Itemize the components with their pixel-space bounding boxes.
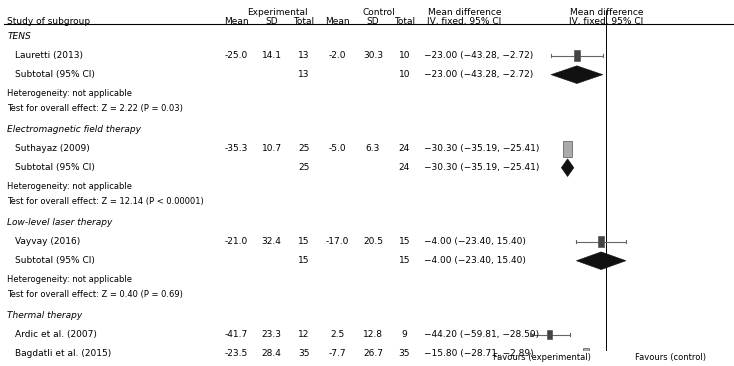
Text: Bagdatli et al. (2015): Bagdatli et al. (2015): [15, 349, 111, 358]
FancyBboxPatch shape: [574, 50, 580, 61]
Text: Test for overall effect: Z = 2.22 (P = 0.03): Test for overall effect: Z = 2.22 (P = 0…: [7, 104, 184, 113]
Text: Thermal therapy: Thermal therapy: [7, 311, 83, 320]
Text: Test for overall effect: Z = 0.40 (P = 0.69): Test for overall effect: Z = 0.40 (P = 0…: [7, 290, 184, 299]
Text: Favours (experimental): Favours (experimental): [493, 353, 592, 362]
Text: Total: Total: [394, 18, 415, 26]
Text: 24: 24: [399, 163, 410, 172]
Text: Electromagnetic field therapy: Electromagnetic field therapy: [7, 125, 142, 134]
Text: 2.5: 2.5: [330, 330, 345, 339]
Text: Total: Total: [294, 18, 314, 26]
Text: 20.5: 20.5: [363, 237, 383, 246]
Text: -5.0: -5.0: [329, 144, 346, 153]
Text: Lauretti (2013): Lauretti (2013): [15, 51, 83, 60]
Text: Subtotal (95% CI): Subtotal (95% CI): [15, 163, 95, 172]
Text: 14.1: 14.1: [261, 51, 282, 60]
Text: Control: Control: [362, 8, 395, 17]
FancyBboxPatch shape: [583, 348, 589, 359]
Text: Mean: Mean: [224, 18, 249, 26]
Text: Mean: Mean: [325, 18, 350, 26]
FancyBboxPatch shape: [598, 236, 604, 247]
Text: SD: SD: [366, 18, 379, 26]
Text: −15.80 (−28.71, −2.89): −15.80 (−28.71, −2.89): [424, 349, 534, 358]
Text: 10.7: 10.7: [261, 144, 282, 153]
Text: -41.7: -41.7: [225, 330, 248, 339]
Text: 25: 25: [298, 144, 310, 153]
Text: −30.30 (−35.19, −25.41): −30.30 (−35.19, −25.41): [424, 144, 539, 153]
Polygon shape: [562, 159, 574, 176]
Text: −23.00 (−43.28, −2.72): −23.00 (−43.28, −2.72): [424, 70, 534, 79]
Text: 35: 35: [399, 349, 410, 358]
Text: Subtotal (95% CI): Subtotal (95% CI): [15, 256, 95, 265]
Text: Study of subgroup: Study of subgroup: [7, 18, 90, 26]
Text: -23.5: -23.5: [225, 349, 248, 358]
Polygon shape: [576, 252, 626, 270]
Text: Mean difference: Mean difference: [570, 8, 643, 17]
Text: 25: 25: [298, 163, 310, 172]
Text: Suthayaz (2009): Suthayaz (2009): [15, 144, 90, 153]
Text: 10: 10: [399, 70, 410, 79]
Text: 15: 15: [399, 256, 410, 265]
Text: 12.8: 12.8: [363, 330, 383, 339]
Text: Vayvay (2016): Vayvay (2016): [15, 237, 80, 246]
Text: Heterogeneity: not applicable: Heterogeneity: not applicable: [7, 182, 132, 191]
Text: −4.00 (−23.40, 15.40): −4.00 (−23.40, 15.40): [424, 256, 526, 265]
Text: 15: 15: [298, 237, 310, 246]
Text: 10: 10: [399, 51, 410, 60]
Text: 32.4: 32.4: [261, 237, 282, 246]
Text: -17.0: -17.0: [326, 237, 349, 246]
Text: −30.30 (−35.19, −25.41): −30.30 (−35.19, −25.41): [424, 163, 539, 172]
Text: 6.3: 6.3: [366, 144, 380, 153]
Text: -25.0: -25.0: [225, 51, 248, 60]
Text: 24: 24: [399, 144, 410, 153]
Text: 26.7: 26.7: [363, 349, 383, 358]
Text: -35.3: -35.3: [225, 144, 248, 153]
Text: SD: SD: [265, 18, 278, 26]
Text: 30.3: 30.3: [363, 51, 383, 60]
Text: Mean difference: Mean difference: [428, 8, 501, 17]
Polygon shape: [551, 66, 603, 83]
Text: -21.0: -21.0: [225, 237, 248, 246]
Text: 28.4: 28.4: [261, 349, 282, 358]
FancyBboxPatch shape: [548, 330, 553, 339]
Text: Low-level laser therapy: Low-level laser therapy: [7, 218, 113, 227]
Text: 23.3: 23.3: [261, 330, 282, 339]
Text: 15: 15: [399, 237, 410, 246]
Text: Ardic et al. (2007): Ardic et al. (2007): [15, 330, 97, 339]
Text: Heterogeneity: not applicable: Heterogeneity: not applicable: [7, 275, 132, 284]
Text: Test for overall effect: Z = 12.14 (P < 0.00001): Test for overall effect: Z = 12.14 (P < …: [7, 197, 204, 206]
Text: 13: 13: [298, 70, 310, 79]
Text: IV, fixed, 95% CI: IV, fixed, 95% CI: [569, 18, 644, 26]
Text: −23.00 (−43.28, −2.72): −23.00 (−43.28, −2.72): [424, 51, 534, 60]
Text: TENS: TENS: [7, 32, 31, 41]
Text: 13: 13: [298, 51, 310, 60]
Text: 12: 12: [298, 330, 310, 339]
Text: -2.0: -2.0: [329, 51, 346, 60]
Text: Subtotal (95% CI): Subtotal (95% CI): [15, 70, 95, 79]
Text: −4.00 (−23.40, 15.40): −4.00 (−23.40, 15.40): [424, 237, 526, 246]
Text: 15: 15: [298, 256, 310, 265]
FancyBboxPatch shape: [563, 141, 572, 157]
Text: Experimental: Experimental: [247, 8, 308, 17]
Text: −44.20 (−59.81, −28.59): −44.20 (−59.81, −28.59): [424, 330, 539, 339]
Text: 9: 9: [401, 330, 407, 339]
Text: IV, fixed, 95% CI: IV, fixed, 95% CI: [427, 18, 502, 26]
Text: Heterogeneity: not applicable: Heterogeneity: not applicable: [7, 89, 132, 98]
Text: 35: 35: [298, 349, 310, 358]
Text: Favours (control): Favours (control): [635, 353, 705, 362]
Text: -7.7: -7.7: [329, 349, 346, 358]
